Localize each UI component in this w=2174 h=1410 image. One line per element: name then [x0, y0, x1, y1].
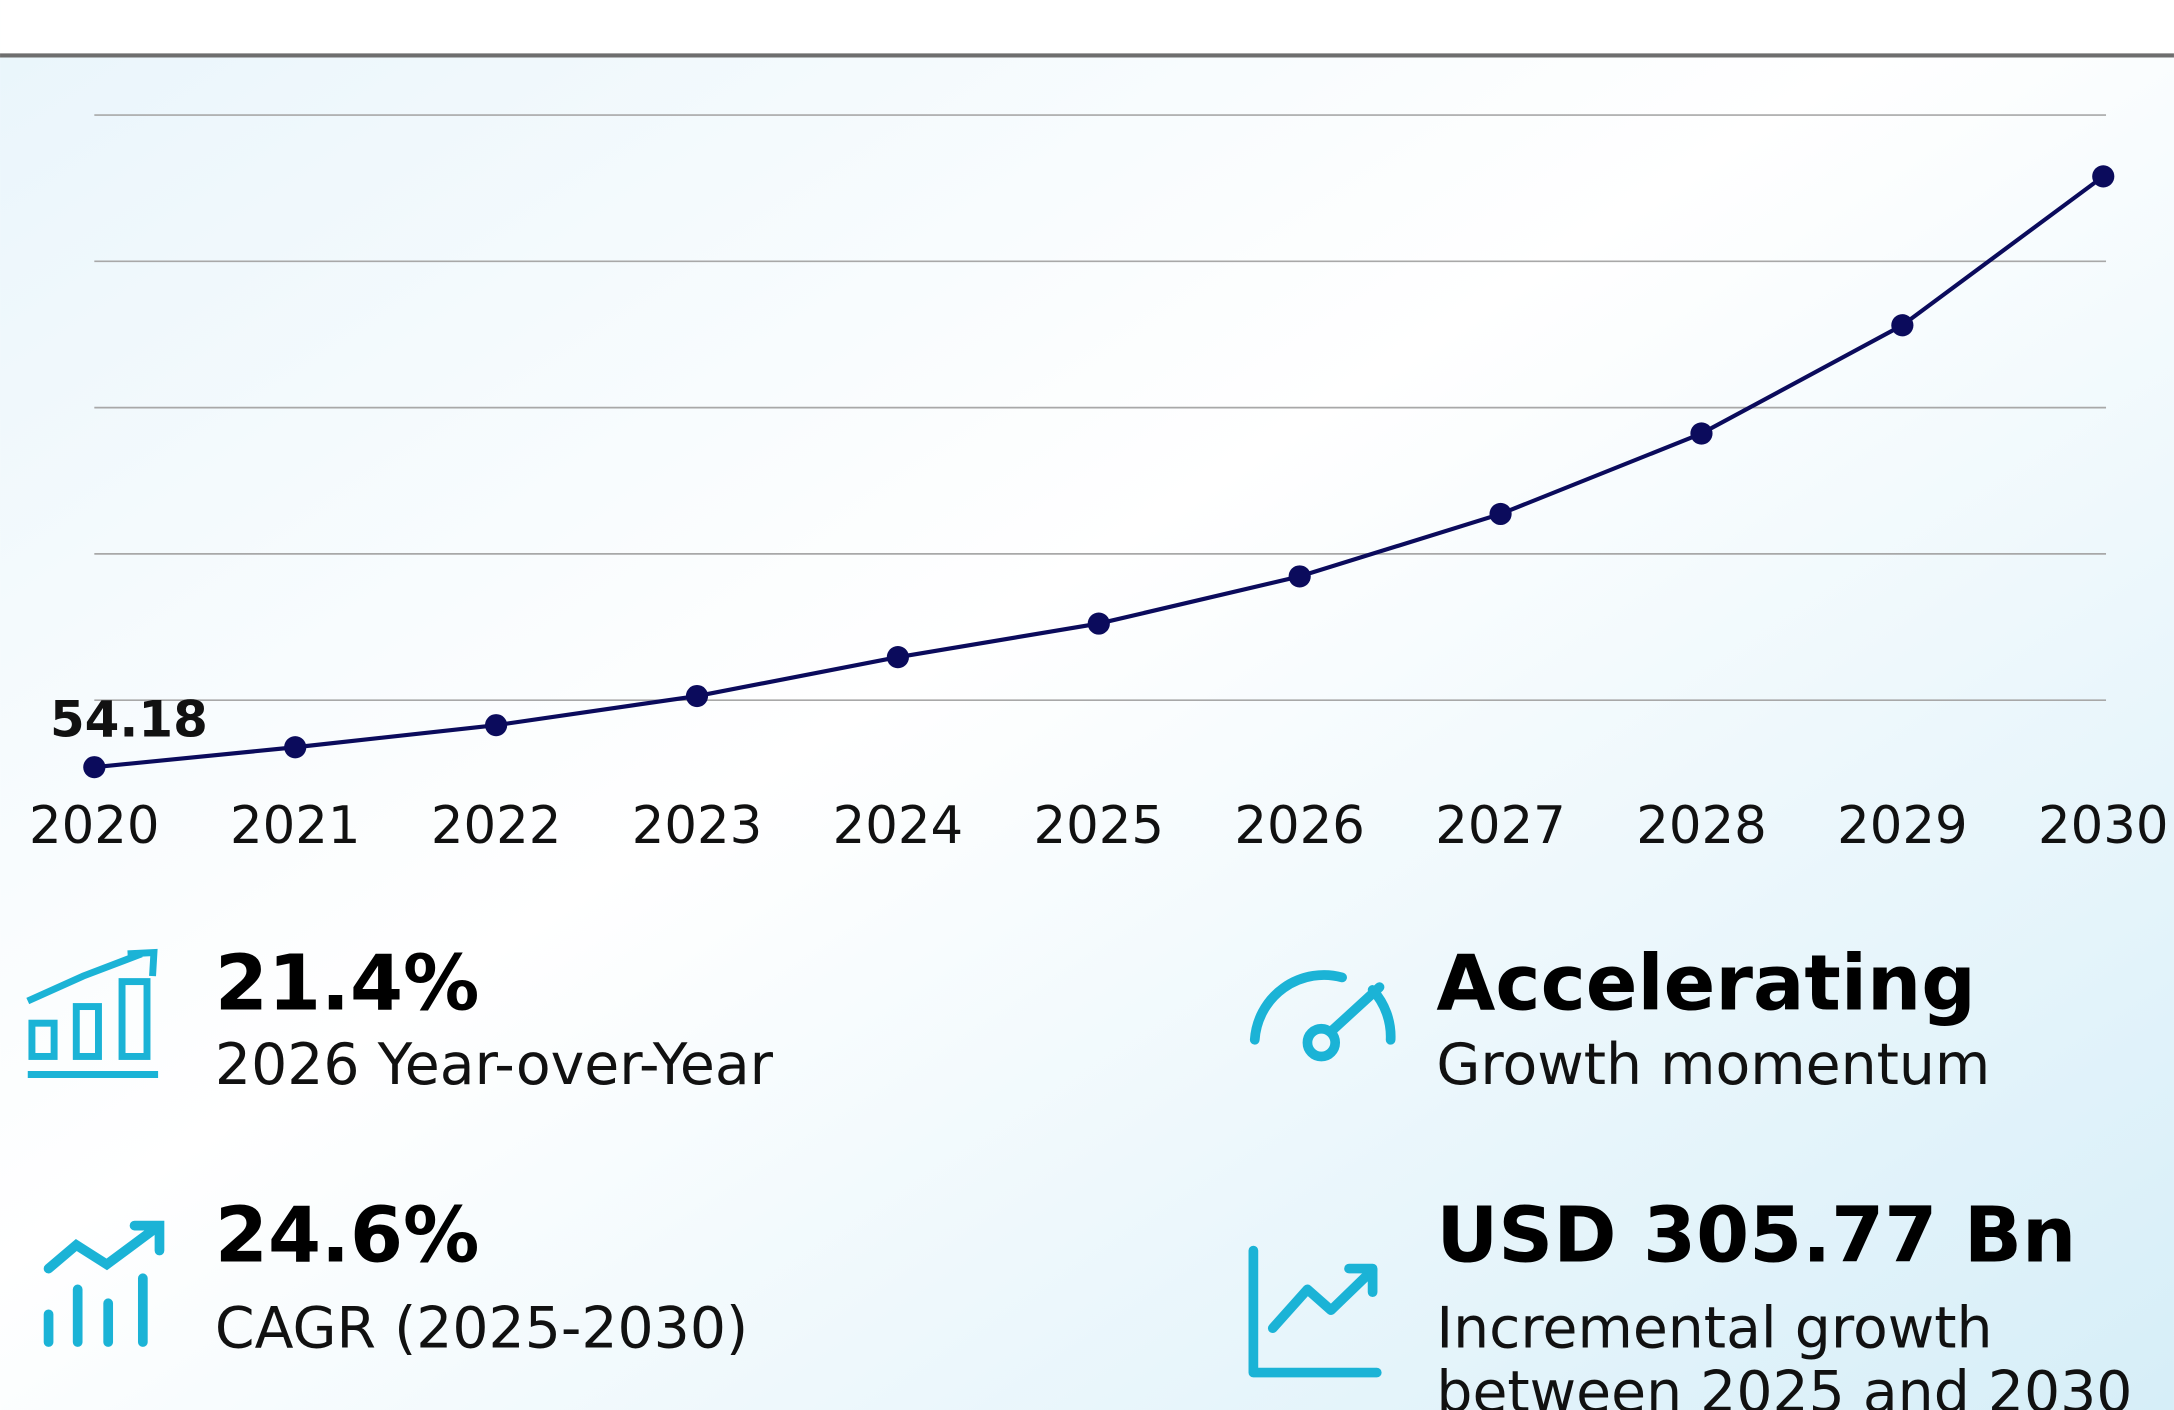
point [685, 684, 709, 708]
x-tick-label: 2028 [1636, 796, 1767, 856]
data-label: 54.18 [50, 691, 208, 749]
x-tick-label: 2023 [632, 796, 763, 856]
icon-bars [26, 948, 159, 1078]
point [1891, 314, 1914, 337]
stat-value: 24.6% [215, 1191, 480, 1280]
point [1489, 502, 1512, 526]
point [1087, 612, 1110, 635]
stat-value: USD 305.77 Bn [1436, 1191, 2076, 1280]
icon-growth [1248, 1245, 1382, 1378]
x-tick-label: 2025 [1034, 796, 1165, 856]
stat-value: 21.4% [215, 938, 480, 1027]
icon-trend [43, 1220, 165, 1347]
x-tick-label: 2027 [1435, 796, 1566, 856]
point [1690, 422, 1713, 445]
point [2092, 165, 2115, 188]
point [485, 714, 508, 737]
stat-label: CAGR (2025-2030) [215, 1296, 748, 1362]
x-tick-label: 2020 [29, 796, 160, 856]
x-tick-label: 2022 [431, 796, 562, 856]
x-tick-label: 2030 [2038, 796, 2169, 856]
point [1288, 565, 1311, 588]
plot: 2020 2021 2022 2023 2024 2025 2026 2027 2028 2029… [29, 114, 2169, 856]
x-tick-label: 2024 [833, 796, 964, 856]
stat-label: Incremental growth [1436, 1296, 1992, 1362]
stat-label: Growth momentum [1436, 1032, 1990, 1098]
stat-label: between 2025 and 2030 [1436, 1359, 2132, 1410]
point [83, 756, 106, 779]
icon-gauge [1249, 970, 1396, 1062]
stat-value: Accelerating [1436, 938, 1975, 1027]
x-tick-label: 2029 [1837, 796, 1968, 856]
x-tick-label: 2021 [230, 796, 361, 856]
point [886, 646, 909, 669]
header-band [0, 0, 2174, 56]
x-tick-label: 2026 [1234, 796, 1365, 856]
point [284, 736, 307, 759]
stats: 21.4%2026 Year-over-Year AcceleratingGrow… [26, 938, 2132, 1410]
stat-label: 2026 Year-over-Year [215, 1032, 774, 1098]
